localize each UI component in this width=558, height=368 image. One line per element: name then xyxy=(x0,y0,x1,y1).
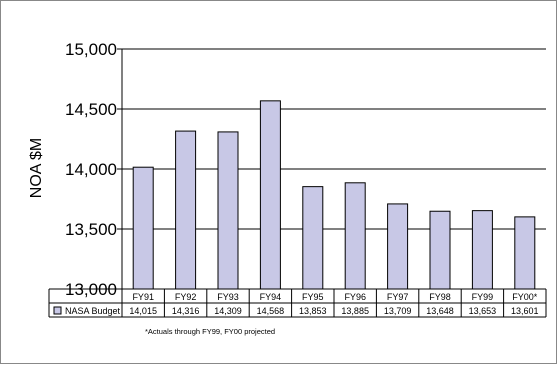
bar xyxy=(302,186,324,290)
bars xyxy=(132,100,536,290)
data-table: FY91 14,015 FY92 14,316 FY93 14,309 FY94 14,568… xyxy=(48,288,547,318)
category-label: FY95 xyxy=(302,292,324,302)
data-label: 14,568 xyxy=(257,306,285,316)
bar xyxy=(259,100,281,290)
category-label: FY99 xyxy=(472,292,494,302)
bar xyxy=(429,210,451,290)
y-tick-label: 13,500 xyxy=(65,220,117,239)
legend-swatch xyxy=(53,306,62,315)
data-label: 13,885 xyxy=(341,306,369,316)
category-label: FY96 xyxy=(344,292,366,302)
bar xyxy=(387,203,409,290)
data-label: 14,015 xyxy=(129,306,157,316)
category-label: FY93 xyxy=(217,292,239,302)
data-label: 13,601 xyxy=(511,306,539,316)
y-tick-label: 15,000 xyxy=(65,40,117,59)
bar xyxy=(471,210,493,290)
y-tick-label: 14,000 xyxy=(65,160,117,179)
data-label: 13,709 xyxy=(384,306,412,316)
y-tick-label: 14,500 xyxy=(65,100,117,119)
data-label: 13,648 xyxy=(426,306,454,316)
bar xyxy=(132,166,154,290)
category-label: FY92 xyxy=(175,292,197,302)
category-label: FY97 xyxy=(387,292,409,302)
footnote: *Actuals through FY99, FY00 projected xyxy=(145,327,275,336)
data-label: 13,853 xyxy=(299,306,327,316)
data-label: 14,316 xyxy=(172,306,200,316)
category-label: FY91 xyxy=(132,292,154,302)
bar xyxy=(344,182,366,290)
bar xyxy=(217,131,239,290)
category-label: FY94 xyxy=(260,292,282,302)
bar xyxy=(514,216,536,290)
data-label: 14,309 xyxy=(214,306,242,316)
category-label: FY98 xyxy=(429,292,451,302)
bar xyxy=(175,130,197,290)
data-label: 13,653 xyxy=(469,306,497,316)
legend-label: NASA Budget xyxy=(65,306,121,316)
y-axis-label: NOA $M xyxy=(28,138,45,198)
category-label: FY00* xyxy=(512,292,538,302)
